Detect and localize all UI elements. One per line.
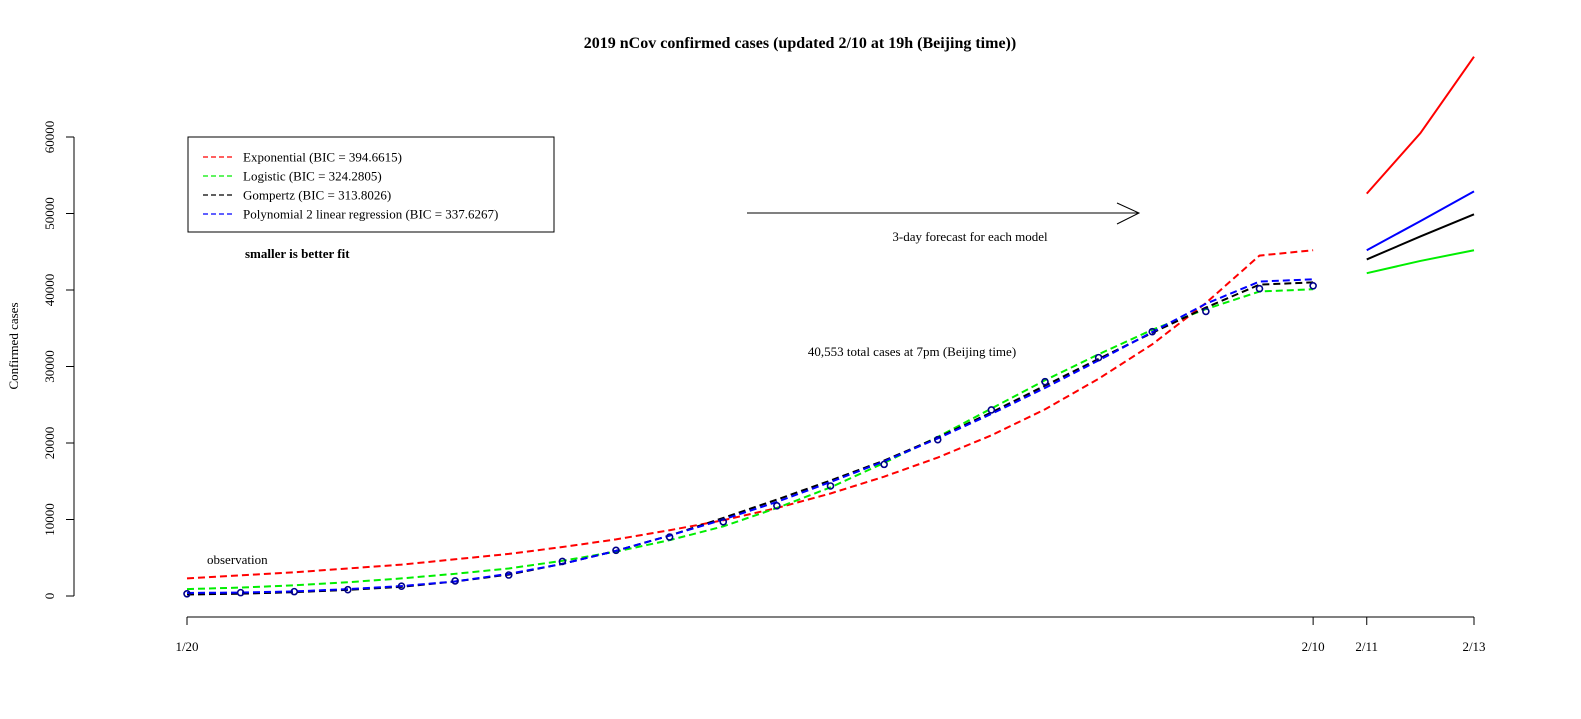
- forecast-line-logistic: [1366, 249, 1475, 275]
- observation-point: [612, 546, 620, 555]
- fit-line-logistic: [186, 288, 1314, 591]
- observation-points: [183, 281, 1317, 598]
- observation-point: [451, 577, 459, 585]
- forecast-note: 3-day forecast for each model: [892, 229, 1048, 244]
- forecast-line-exponential: [1366, 56, 1475, 195]
- fit-line-gompertz: [186, 281, 1314, 596]
- legend-label: Gompertz (BIC = 313.8026): [243, 188, 391, 203]
- x-tick-label: 2/11: [1355, 639, 1378, 654]
- legend-label: Exponential (BIC = 394.6615): [243, 150, 402, 165]
- legend-box: [187, 136, 555, 233]
- legend-entries: Exponential (BIC = 394.6615) Logistic (BI…: [203, 150, 498, 222]
- y-tick-label: 10000: [42, 503, 57, 536]
- observation-point: [236, 588, 245, 597]
- observation-point: [1255, 284, 1264, 293]
- observation-point: [558, 557, 567, 566]
- x-tick-label: 2/10: [1302, 639, 1325, 654]
- observation-point: [290, 587, 299, 596]
- forecast-line-gompertz: [1366, 213, 1475, 261]
- y-tick-label: 20000: [42, 427, 57, 460]
- series-layer: [186, 56, 1475, 596]
- fit-line-polynomial-2-linear-regression: [186, 278, 1314, 594]
- x-axis: 1/20 2/10 2/11 2/13: [175, 616, 1486, 654]
- observation-point: [1202, 307, 1210, 316]
- y-tick-label: 40000: [42, 274, 57, 307]
- observation-point: [880, 460, 888, 469]
- x-tick-label: 1/20: [175, 639, 198, 654]
- legend-label: Logistic (BIC = 324.2805): [243, 169, 382, 184]
- observation-point: [826, 482, 835, 490]
- forecast-arrow: [747, 202, 1141, 225]
- legend: Exponential (BIC = 394.6615) Logistic (BI…: [187, 136, 555, 233]
- observation-point: [773, 501, 781, 510]
- observation-point: [1094, 353, 1103, 362]
- observation-note: observation: [207, 552, 268, 567]
- fit-line-exponential: [186, 249, 1314, 580]
- observation-point: [344, 585, 352, 594]
- observation-point: [665, 533, 674, 541]
- observation-point: [183, 589, 191, 598]
- observation-point: [1148, 327, 1157, 336]
- chart-title: 2019 nCov confirmed cases (updated 2/10 …: [584, 35, 1016, 52]
- bic-note: smaller is better fit: [245, 246, 350, 261]
- observation-point: [397, 582, 406, 590]
- y-tick-label: 0: [42, 593, 57, 600]
- y-axis-label: Confirmed cases: [6, 302, 21, 389]
- total-cases-note: 40,553 total cases at 7pm (Beijing time): [808, 344, 1016, 359]
- observation-point: [504, 571, 513, 579]
- legend-label: Polynomial 2 linear regression (BIC = 33…: [243, 207, 498, 222]
- x-tick-label: 2/13: [1462, 639, 1485, 654]
- y-axis: 0 10000 20000 30000 40000 50000 60000: [42, 121, 75, 600]
- observation-point: [1309, 281, 1317, 290]
- y-tick-label: 50000: [42, 197, 57, 230]
- observation-point: [987, 406, 996, 414]
- forecast-line-polynomial-2-linear-regression: [1366, 190, 1475, 252]
- observation-point: [1041, 377, 1049, 386]
- y-tick-label: 60000: [42, 121, 57, 154]
- observation-point: [719, 518, 728, 526]
- observation-point: [933, 435, 942, 444]
- y-tick-label: 30000: [42, 350, 57, 383]
